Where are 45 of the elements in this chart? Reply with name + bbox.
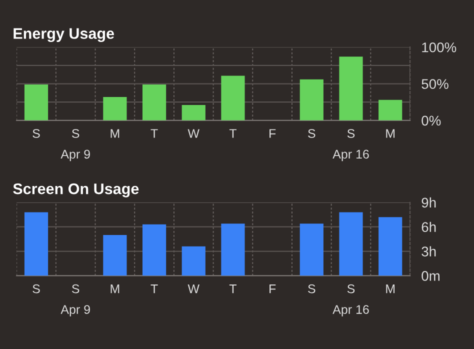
x-tick-label: W [188,284,200,294]
bar [142,84,166,120]
bar [103,234,127,276]
x-tick-label: F [270,284,276,294]
bar [221,76,245,120]
y-tick-label: 100% [422,42,456,52]
bar [221,224,245,276]
bar [142,224,166,276]
bar [300,79,324,120]
y-tick-label: 9h [422,197,436,208]
x-tick-label: T [229,129,237,138]
y-tick-label: 6h [422,222,436,232]
bar [24,212,48,276]
y-tick-label: 0m [422,271,440,281]
x-tick-label: M [386,284,395,294]
bar [182,105,206,120]
x-tick-label: M [110,284,120,294]
bar [300,224,324,276]
bar [378,217,402,276]
bar [182,246,206,276]
x-tick-label: T [229,284,237,294]
bar [103,96,127,120]
bar [24,84,48,120]
x-tick-label: S Apr 16 [332,284,369,316]
bar [339,56,363,120]
x-tick-label: F [270,129,276,138]
x-tick-label: M [386,129,395,138]
x-tick-label: M [110,129,120,138]
y-tick-label: 3h [422,246,436,256]
x-tick-label: S [32,284,40,294]
y-tick-label: 0% [422,116,441,126]
bar [339,212,363,276]
x-tick-label: S [308,129,316,138]
y-tick-label: 50% [422,79,448,89]
x-tick-label: S Apr 9 [60,129,90,162]
x-tick-label: S [308,284,316,294]
x-tick-label: S [32,129,40,138]
x-tick-label: W [188,129,200,138]
x-tick-label: T [150,284,158,294]
x-tick-label: S Apr 16 [332,129,369,162]
bar [378,100,402,120]
x-tick-label: S Apr 9 [60,284,90,316]
chart-title: Energy Usage [14,28,114,42]
x-tick-label: T [150,129,158,138]
chart-title: Screen On Usage [13,183,139,198]
